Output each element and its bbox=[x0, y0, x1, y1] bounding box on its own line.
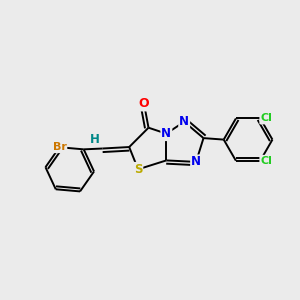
Text: O: O bbox=[139, 98, 149, 110]
Text: N: N bbox=[161, 127, 171, 140]
Text: N: N bbox=[179, 115, 189, 128]
Text: Cl: Cl bbox=[260, 156, 272, 166]
Text: Br: Br bbox=[52, 142, 66, 152]
Text: H: H bbox=[90, 133, 100, 146]
Text: Cl: Cl bbox=[260, 113, 272, 124]
Text: S: S bbox=[134, 163, 142, 176]
Text: N: N bbox=[191, 155, 201, 168]
